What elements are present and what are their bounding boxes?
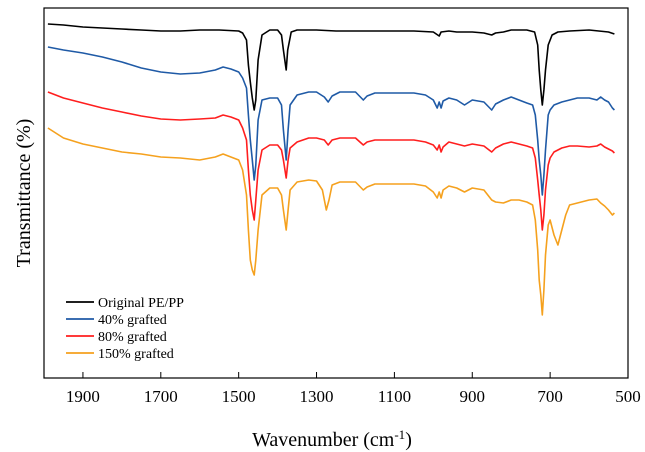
y-axis-title: Transmittance (%) xyxy=(13,119,35,268)
x-ticks: 1900 1700 1500 1300 1100 900 700 500 xyxy=(66,372,641,406)
legend-label-1: Original PE/PP xyxy=(98,296,184,311)
legend-label-3: 80% grafted xyxy=(98,330,167,345)
legend-label-2: 40% grafted xyxy=(98,313,167,328)
legend-label-4: 150% grafted xyxy=(98,347,174,362)
x-tick-label: 1900 xyxy=(66,387,100,406)
series-group xyxy=(47,23,615,316)
x-tick-label: 1700 xyxy=(144,387,178,406)
x-tick-label: 700 xyxy=(537,387,563,406)
series-line-2 xyxy=(47,46,615,196)
x-axis-title-end: ) xyxy=(405,429,412,451)
x-tick-label: 500 xyxy=(615,387,641,406)
x-axis-title-main: Wavenumber (cm xyxy=(252,429,395,451)
x-axis-title: Wavenumber (cm-1) xyxy=(252,427,412,451)
x-tick-label: 1100 xyxy=(378,387,411,406)
series-line-1 xyxy=(47,23,615,111)
series-line-4 xyxy=(47,127,615,316)
x-tick-label: 1500 xyxy=(222,387,256,406)
legend: Original PE/PP 40% grafted 80% grafted 150%… xyxy=(66,296,184,362)
x-axis-title-sup: -1 xyxy=(394,427,405,442)
x-tick-label: 900 xyxy=(460,387,486,406)
x-tick-label: 1300 xyxy=(300,387,334,406)
plot-frame xyxy=(43,7,629,379)
series-line-3 xyxy=(47,91,615,231)
